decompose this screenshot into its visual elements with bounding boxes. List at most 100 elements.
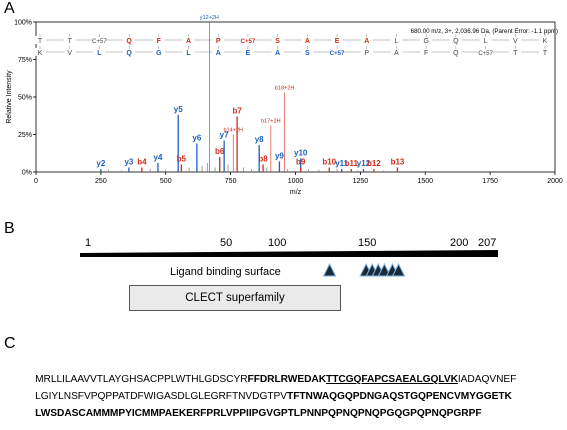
ladder-bottom-bg <box>331 48 344 56</box>
tick-label-200: 200 <box>450 237 469 249</box>
ladder-bottom-bg <box>241 48 254 56</box>
y-tick-label: 75% <box>18 57 32 64</box>
ladder-bottom-bg <box>301 48 314 56</box>
protein-map <box>80 250 498 277</box>
tick-label-150: 150 <box>358 237 377 249</box>
ladder-top-bg <box>420 36 433 44</box>
ladder-top-residue: Q <box>126 38 132 45</box>
ladder-top-bg <box>63 36 76 44</box>
peak-label-b6: b6 <box>215 147 225 156</box>
ladder-top-residue: G <box>423 38 428 45</box>
peak-label-y9: y9 <box>275 152 284 161</box>
peak-label-y12: y12 <box>357 159 371 168</box>
x-tick-label: 250 <box>95 178 107 185</box>
ladder-top-bg <box>152 36 165 44</box>
ladder-bottom-residue: V <box>67 50 72 57</box>
peak-label-b12: b12 <box>367 159 381 168</box>
clect-domain-label: CLECT superfamily <box>185 292 285 304</box>
peak-label-y10: y10 <box>294 149 308 158</box>
ladder-top-residue: A <box>305 38 310 45</box>
y-tick-label: 100% <box>14 20 32 27</box>
ladder-bottom-residue: S <box>305 50 310 57</box>
peak-label-y7: y7 <box>220 131 229 140</box>
ladder-top-residue: K <box>543 38 548 45</box>
ladder-bottom-bg <box>390 48 403 56</box>
ladder-bottom-residue: L <box>186 50 191 57</box>
peak-label-b11: b11 <box>345 159 359 168</box>
peak-label-b7: b7 <box>232 107 242 116</box>
peak-label-y12+2H: y12+2H <box>200 15 219 21</box>
seq-segment: TFTNWAQGQPDNGAQSTGQPENCVMYGGETK <box>287 391 512 402</box>
peak-label-y4: y4 <box>154 153 163 162</box>
ladder-bottom-residue: G <box>156 50 162 57</box>
ladder-bottom-bg <box>360 48 373 56</box>
ladder-bottom-bg <box>271 48 284 56</box>
peak-label-b8: b8 <box>258 155 268 164</box>
ladder-top-bg <box>271 36 284 44</box>
peak-label-b18+2H: b18+2H <box>275 86 294 92</box>
ladder-bottom-residue: C+57 <box>330 51 345 57</box>
ladder-bottom-bg <box>182 48 195 56</box>
ladder-bottom-bg <box>539 48 551 56</box>
ladder-bottom-residue: T <box>543 50 548 57</box>
ladder-top-residue: E <box>335 38 340 45</box>
ladder-bottom-residue: P <box>364 50 369 57</box>
tick-label-100: 100 <box>268 237 287 249</box>
x-axis-label: m/z <box>290 189 302 196</box>
x-tick-label: 0 <box>34 178 38 185</box>
ladder-top-residue: P <box>216 38 221 45</box>
ladder-top-residue: T <box>68 38 73 45</box>
ladder-bottom-residue: F <box>424 50 428 57</box>
peak-label-y8: y8 <box>255 135 264 144</box>
x-tick-label: 1250 <box>353 178 369 185</box>
ladder-bottom-residue: E <box>246 50 251 57</box>
ladder-top-residue: L <box>484 38 488 45</box>
ladder-bottom-bg <box>63 48 76 56</box>
peak-label-y3: y3 <box>124 158 133 167</box>
peak-label-y5: y5 <box>174 105 183 114</box>
ladder-top-bg <box>182 36 195 44</box>
peak-label-b4: b4 <box>137 158 147 167</box>
peak-label-b14+2H: b14+2H <box>224 128 243 134</box>
ladder-bottom-bg <box>152 48 165 56</box>
ladder-top-bg <box>509 36 522 44</box>
x-tick-label: 1000 <box>288 178 304 185</box>
ladder-bottom-residue: T <box>513 50 518 57</box>
protein-bar <box>80 250 498 257</box>
seq-segment: IADAQVNEF <box>457 374 517 385</box>
ladder-bottom-bg <box>93 48 106 56</box>
ladder-bottom-bg <box>479 48 492 56</box>
x-tick-label: 750 <box>225 178 237 185</box>
peak-label-b9: b9 <box>296 158 306 167</box>
ladder-bottom-bg <box>123 48 136 56</box>
ladder-bottom-residue: C+57 <box>478 51 493 57</box>
ladder-bottom-bg <box>420 48 433 56</box>
ladder-top-bg <box>301 36 314 44</box>
ladder-top-bg <box>539 36 551 44</box>
ladder-top-bg <box>93 36 106 44</box>
peak-label-y11: y11 <box>335 159 348 168</box>
sequence-line-2: LGIYLNSFVPQPPATDFWIGASDLGLEGRFTNVDGTPVTF… <box>24 380 512 413</box>
panel-c: C MRLLILAAVVTLAYGHSACPPLWTHLGDSCYRFFDRLR… <box>0 335 567 419</box>
ladder-bottom-residue: K <box>38 50 43 57</box>
panel-c-letter: C <box>4 335 16 352</box>
ligand-binding-label: Ligand binding surface <box>170 266 281 278</box>
sequence-line-3: LWSDASCAMMMPYICMMPAEKERFPRLVPPIIPGVGPTLP… <box>24 397 482 430</box>
peak-label-b17+2H: b17+2H <box>261 119 280 125</box>
ladder-top-residue: A <box>186 38 191 45</box>
ladder-bottom-residue: A <box>275 50 280 57</box>
tick-label-207: 207 <box>478 237 497 249</box>
seq-segment: LWSDASCAMMMPYICMMPAEKERFPRLVPPIIPGVGPTLP… <box>35 408 482 419</box>
x-tick-label: 1750 <box>482 178 498 185</box>
ladder-top-bg <box>390 36 403 44</box>
y-tick-label: 0% <box>22 170 32 177</box>
ladder-top-residue: S <box>275 38 280 45</box>
spectrum-info: 680.00 m/z, 3+, 2,036.96 Da, (Parent Err… <box>411 28 558 35</box>
ladder-top-bg <box>34 36 46 44</box>
ladder-top-residue: Q <box>453 38 459 45</box>
seq-segment: LGIYLNSFVPQPPATDFWIGASDLGLEGRFTNVDGTPV <box>35 391 288 402</box>
ladder-top-bg <box>241 36 254 44</box>
ladder-top-bg <box>123 36 136 44</box>
y-axis-label: Relative Intensity <box>6 70 13 124</box>
y-tick-label: 50% <box>18 95 32 102</box>
